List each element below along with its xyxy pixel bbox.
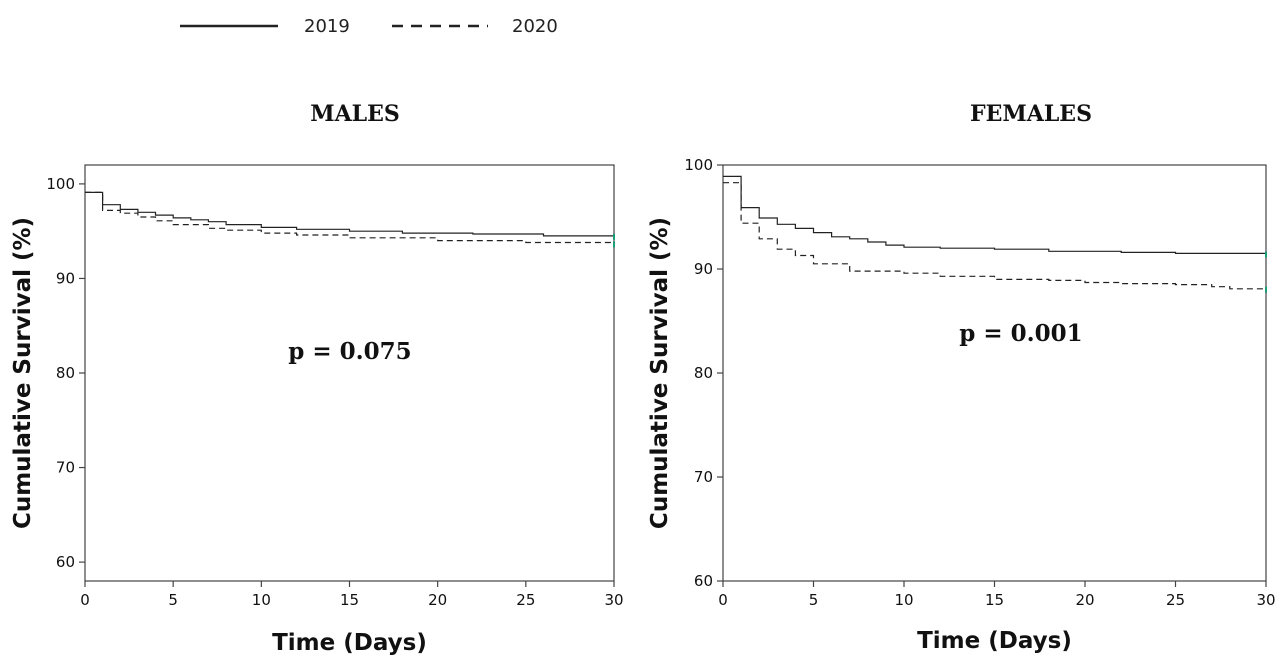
chart-title: MALES bbox=[310, 101, 400, 127]
x-tick-label: 10 bbox=[252, 591, 271, 609]
x-tick-label: 25 bbox=[1166, 591, 1185, 609]
series-line-2019 bbox=[723, 175, 1267, 255]
y-tick-label: 90 bbox=[694, 260, 713, 278]
y-tick-label: 80 bbox=[56, 364, 75, 382]
y-tick-label: 70 bbox=[56, 459, 75, 477]
chart-title: FEMALES bbox=[970, 101, 1092, 127]
x-tick-label: 0 bbox=[718, 591, 728, 609]
x-tick-label: 30 bbox=[604, 591, 623, 609]
x-tick-label: 5 bbox=[168, 591, 178, 609]
x-axis-label: Time (Days) bbox=[917, 628, 1072, 654]
x-tick-label: 30 bbox=[1256, 591, 1275, 609]
x-tick-label: 5 bbox=[809, 591, 819, 609]
p-value-annotation: p = 0.001 bbox=[959, 320, 1082, 347]
p-value-annotation: p = 0.075 bbox=[288, 338, 411, 365]
chart-panel-females: FEMALES 60 70 80 90 100 0 5 10 15 20 25 30 Time (Days… bbox=[647, 101, 1276, 654]
y-tick-label: 90 bbox=[56, 269, 75, 287]
y-axis-label: Cumulative Survival (%) bbox=[647, 217, 673, 529]
legend: 2019 2020 bbox=[180, 16, 558, 37]
y-axis-label: Cumulative Survival (%) bbox=[10, 217, 36, 529]
x-tick-label: 15 bbox=[340, 591, 359, 609]
chart-panel-males: MALES 60 70 80 90 100 0 5 10 15 20 25 30 Time (Days) C… bbox=[10, 101, 624, 656]
x-tick-label: 20 bbox=[428, 591, 447, 609]
y-tick-label: 80 bbox=[694, 364, 713, 382]
y-tick-label: 60 bbox=[56, 553, 75, 571]
x-tick-label: 20 bbox=[1075, 591, 1094, 609]
x-tick-label: 25 bbox=[516, 591, 535, 609]
series-line-2020 bbox=[723, 182, 1267, 290]
y-tick-label: 70 bbox=[694, 468, 713, 486]
y-tick-label: 100 bbox=[684, 156, 713, 174]
legend-label-2019: 2019 bbox=[304, 16, 350, 37]
x-tick-label: 15 bbox=[985, 591, 1004, 609]
x-axis-label: Time (Days) bbox=[272, 630, 427, 656]
plot-area-frame bbox=[722, 164, 1267, 582]
x-tick-label: 10 bbox=[894, 591, 913, 609]
series-line-2019 bbox=[85, 191, 615, 237]
y-tick-label: 60 bbox=[694, 572, 713, 590]
x-tick-label: 0 bbox=[80, 591, 90, 609]
plot-area-frame bbox=[84, 164, 615, 582]
series-line-2020 bbox=[85, 191, 615, 245]
y-tick-label: 100 bbox=[46, 175, 75, 193]
legend-label-2020: 2020 bbox=[512, 16, 558, 37]
